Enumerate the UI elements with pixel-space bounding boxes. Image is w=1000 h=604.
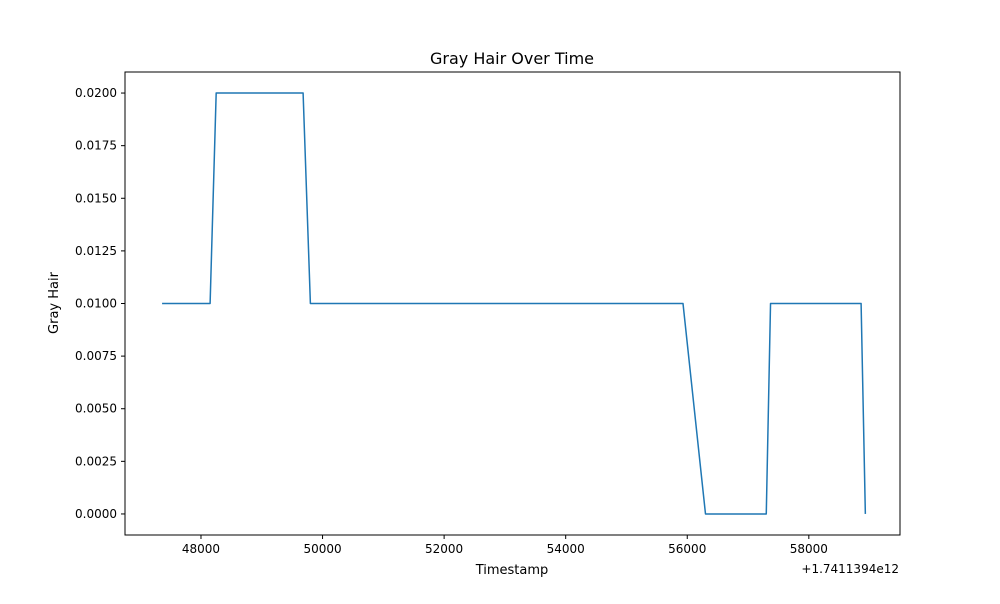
- x-tick-label: 50000: [303, 542, 341, 556]
- y-tick-label: 0.0100: [75, 297, 117, 311]
- y-tick-label: 0.0025: [75, 454, 117, 468]
- x-tick-label: 56000: [668, 542, 706, 556]
- x-tick-label: 58000: [790, 542, 828, 556]
- y-tick-label: 0.0000: [75, 507, 117, 521]
- chart-title: Gray Hair Over Time: [430, 49, 594, 68]
- x-tick-label: 54000: [547, 542, 585, 556]
- y-tick-label: 0.0125: [75, 244, 117, 258]
- y-tick-label: 0.0200: [75, 86, 117, 100]
- y-tick-label: 0.0075: [75, 349, 117, 363]
- x-axis-offset-label: +1.7411394e12: [801, 562, 899, 576]
- y-tick-label: 0.0050: [75, 402, 117, 416]
- x-tick-label: 48000: [182, 542, 220, 556]
- x-axis-label: Timestamp: [475, 563, 549, 578]
- y-axis-label: Gray Hair: [47, 271, 62, 334]
- y-tick-label: 0.0175: [75, 139, 117, 153]
- y-tick-label: 0.0150: [75, 191, 117, 205]
- x-tick-label: 52000: [425, 542, 463, 556]
